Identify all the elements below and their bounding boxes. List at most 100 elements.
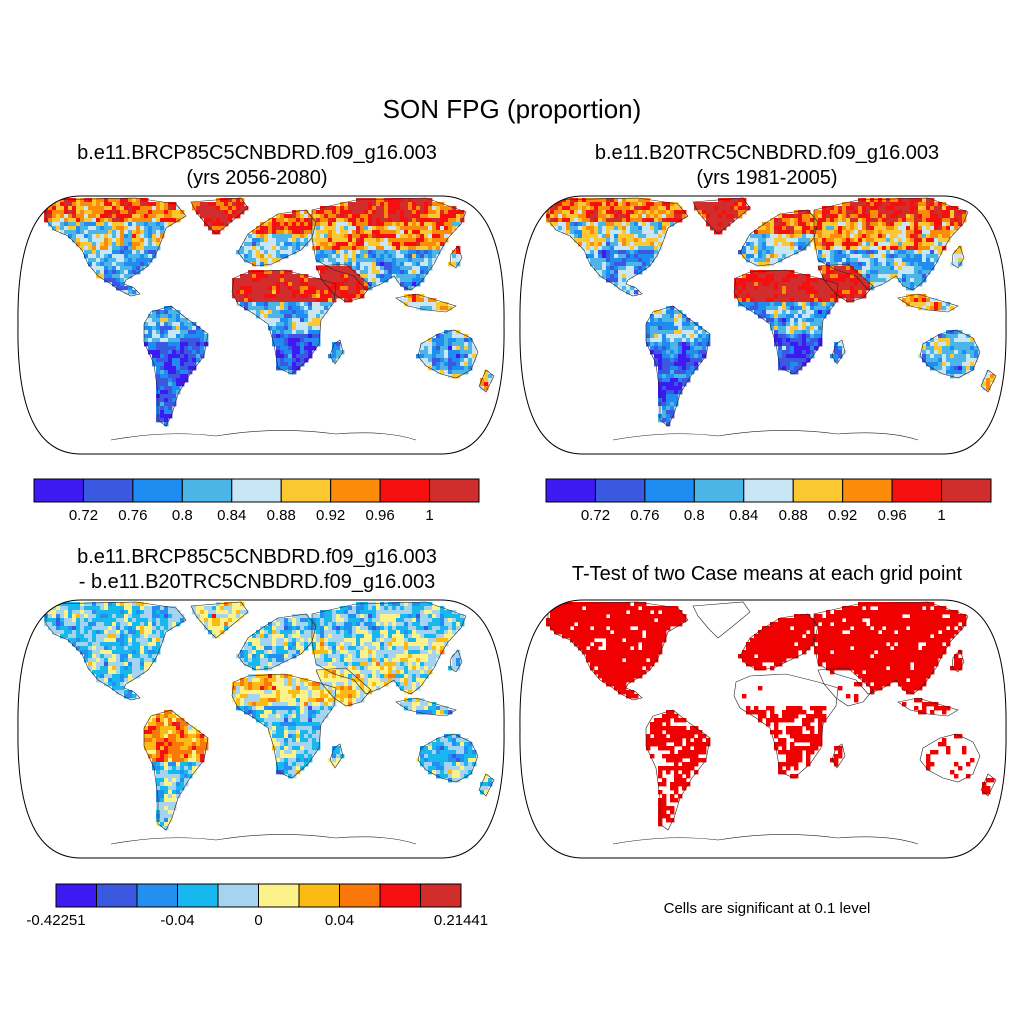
grid-cell <box>818 314 823 319</box>
grid-cell <box>906 234 911 239</box>
grid-cell <box>444 350 449 355</box>
grid-cell <box>934 362 939 367</box>
grid-cell <box>946 366 951 371</box>
grid-cell <box>100 210 105 215</box>
grid-cell <box>88 602 93 607</box>
grid-cell <box>328 250 333 255</box>
grid-cell <box>686 362 691 367</box>
grid-cell <box>388 214 393 219</box>
grid-cell <box>164 402 169 407</box>
grid-cell <box>678 354 683 359</box>
grid-cell <box>288 322 293 327</box>
grid-cell <box>866 226 871 231</box>
grid-cell <box>460 342 465 347</box>
grid-cell <box>408 262 413 267</box>
grid-cell <box>866 214 871 219</box>
grid-cell <box>862 250 867 255</box>
grid-cell <box>810 234 815 239</box>
grid-cell <box>686 334 691 339</box>
grid-cell <box>738 282 743 287</box>
grid-cell <box>962 218 967 223</box>
grid-cell <box>794 278 799 283</box>
grid-cell <box>886 206 891 211</box>
grid-cell <box>930 218 935 223</box>
grid-cell <box>288 222 293 227</box>
grid-cell <box>312 290 317 295</box>
grid-cell <box>152 350 157 355</box>
grid-cell <box>428 338 433 343</box>
grid-cell <box>304 222 309 227</box>
grid-cell <box>432 338 437 343</box>
grid-cell <box>818 278 823 283</box>
grid-cell <box>196 330 201 335</box>
grid-cell <box>818 210 823 215</box>
grid-cell <box>870 254 875 259</box>
grid-cell <box>296 314 301 319</box>
grid-cell <box>778 214 783 219</box>
grid-cell <box>902 270 907 275</box>
grid-cell <box>586 202 591 207</box>
grid-cell <box>140 614 145 619</box>
grid-cell <box>136 262 141 267</box>
grid-cell <box>368 262 373 267</box>
grid-cell <box>646 254 651 259</box>
grid-cell <box>316 618 321 623</box>
grid-cell <box>124 230 129 235</box>
grid-cell <box>316 246 321 251</box>
grid-cell <box>834 214 839 219</box>
grid-cell <box>56 618 61 623</box>
grid-cell <box>738 278 743 283</box>
grid-cell <box>196 610 201 615</box>
grid-cell <box>826 250 831 255</box>
grid-cell <box>738 286 743 291</box>
grid-cell <box>316 290 321 295</box>
grid-cell <box>786 338 791 343</box>
grid-cell <box>930 258 935 263</box>
grid-cell <box>842 290 847 295</box>
grid-cell <box>662 354 667 359</box>
grid-cell <box>890 214 895 219</box>
grid-cell <box>320 614 325 619</box>
grid-cell <box>284 226 289 231</box>
grid-cell <box>786 278 791 283</box>
grid-cell <box>558 214 563 219</box>
grid-cell <box>232 286 237 291</box>
grid-cell <box>918 294 923 299</box>
grid-cell <box>284 222 289 227</box>
grid-cell <box>332 218 337 223</box>
grid-cell <box>356 250 361 255</box>
grid-cell <box>930 306 935 311</box>
grid-cell <box>404 266 409 271</box>
grid-cell <box>650 218 655 223</box>
grid-cell <box>850 222 855 227</box>
grid-cell <box>886 210 891 215</box>
grid-cell <box>890 270 895 275</box>
grid-cell <box>328 290 333 295</box>
grid-cell <box>132 210 137 215</box>
grid-cell <box>862 230 867 235</box>
grid-cell <box>598 234 603 239</box>
grid-cell <box>658 210 663 215</box>
grid-cell <box>124 210 129 215</box>
grid-cell <box>586 218 591 223</box>
grid-cell <box>296 210 301 215</box>
grid-cell <box>798 274 803 279</box>
grid-cell <box>264 258 269 263</box>
grid-cell <box>926 358 931 363</box>
grid-cell <box>452 330 457 335</box>
grid-cell <box>910 258 915 263</box>
grid-cell <box>160 398 165 403</box>
grid-cell <box>826 278 831 283</box>
grid-cell <box>934 214 939 219</box>
grid-cell <box>68 234 73 239</box>
grid-cell <box>408 238 413 243</box>
grid-cell <box>412 278 417 283</box>
grid-cell <box>356 214 361 219</box>
grid-cell <box>798 334 803 339</box>
grid-cell <box>236 298 241 303</box>
grid-cell <box>914 242 919 247</box>
grid-cell <box>586 206 591 211</box>
grid-cell <box>292 234 297 239</box>
grid-cell <box>914 222 919 227</box>
grid-cell <box>164 306 169 311</box>
